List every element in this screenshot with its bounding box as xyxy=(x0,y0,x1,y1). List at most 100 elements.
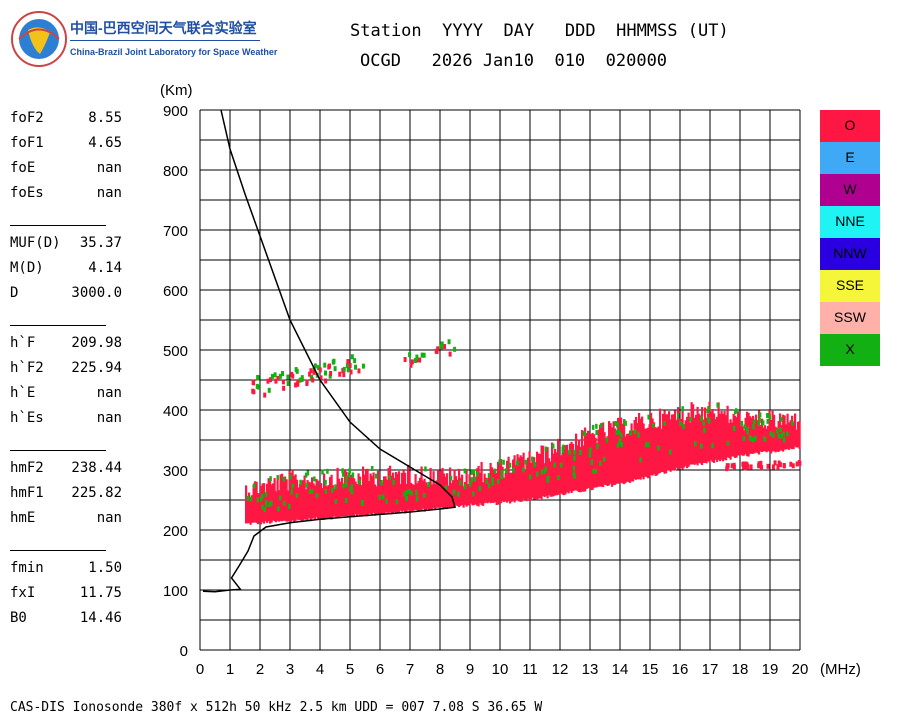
x-echo-point xyxy=(341,471,345,477)
param-value: 4.65 xyxy=(88,135,122,151)
x-echo-point xyxy=(468,481,472,487)
o-trace-column xyxy=(459,477,462,506)
x-echo-point xyxy=(310,374,314,380)
x-echo-point xyxy=(261,504,264,510)
x-echo-point xyxy=(375,473,378,479)
x-echo-point xyxy=(734,408,738,414)
o-trace-column xyxy=(669,419,672,472)
o-trace-column xyxy=(342,486,345,517)
x-echo-point xyxy=(780,433,783,439)
x-echo-point xyxy=(615,429,619,435)
o-trace-column xyxy=(569,443,572,492)
o-trace-column xyxy=(500,459,503,504)
x-echo-point xyxy=(776,428,779,434)
param-value: 11.75 xyxy=(79,585,122,601)
o-trace-column xyxy=(683,424,686,468)
x-echo-point xyxy=(255,383,259,389)
x-echo-point xyxy=(287,503,291,509)
o-trace-column xyxy=(597,429,600,487)
x-echo-point xyxy=(706,408,709,414)
x-echo-point xyxy=(702,421,706,427)
o-echo-point xyxy=(282,385,286,391)
o-trace-column xyxy=(434,483,437,510)
x-echo-point xyxy=(522,467,525,473)
instrument-footer: CAS-DIS Ionosonde 380f x 512h 50 kHz 2.5… xyxy=(10,700,543,715)
o-trace-column xyxy=(276,479,279,521)
o-trace-column xyxy=(651,418,654,476)
o-trace-column xyxy=(297,487,300,521)
x-echo-point xyxy=(278,495,282,501)
o-trace-column xyxy=(708,401,711,463)
x-echo-point xyxy=(553,462,557,468)
o-trace-column xyxy=(498,466,501,502)
o-trace-column xyxy=(794,413,797,447)
x-echo-point xyxy=(651,423,655,429)
o-trace-column xyxy=(795,429,798,448)
o-trace-column xyxy=(495,472,498,506)
x-echo-point xyxy=(512,467,515,473)
o-trace-column xyxy=(617,417,620,484)
o-trace-column xyxy=(443,473,446,509)
o-trace-column xyxy=(396,473,399,513)
o-trace-column xyxy=(609,423,612,484)
x-echo-point xyxy=(358,479,361,485)
param-value: 209.98 xyxy=(71,335,122,351)
param-value: nan xyxy=(96,185,122,201)
x-echo-point xyxy=(378,494,381,500)
x-echo-point xyxy=(595,430,598,436)
o-trace-column xyxy=(351,473,354,517)
o-trace-column xyxy=(699,415,702,464)
param-name: foEs xyxy=(10,185,44,201)
x-echo-point xyxy=(342,366,346,372)
x-echo-point xyxy=(427,481,430,487)
param-name: fmin xyxy=(10,560,44,576)
x-echo-point xyxy=(743,424,747,430)
o-trace-column xyxy=(533,457,536,500)
x-echo-point xyxy=(408,352,412,358)
x-echo-point xyxy=(786,431,789,437)
x-echo-point xyxy=(769,431,773,437)
param-name: fxI xyxy=(10,585,36,601)
param-name: h`F2 xyxy=(10,360,44,376)
o-trace-column xyxy=(531,461,534,498)
o-trace-column xyxy=(356,484,359,516)
o-trace-column xyxy=(621,423,624,484)
x-echo-point xyxy=(308,488,312,494)
x-echo-point xyxy=(315,493,319,499)
legend-item-sse: SSE xyxy=(820,270,880,302)
x-echo-point xyxy=(726,440,730,446)
o-trace-column xyxy=(776,427,779,452)
o-echo-point xyxy=(311,377,315,383)
x-echo-point xyxy=(473,476,477,482)
x-echo-point xyxy=(732,425,736,431)
o-trace-column xyxy=(579,446,582,493)
x-echo-point xyxy=(703,427,706,433)
o-trace-column xyxy=(740,425,743,455)
x-echo-point xyxy=(528,474,532,480)
x-tick-label: 5 xyxy=(346,661,354,678)
o-trace-column xyxy=(305,489,308,520)
x-echo-point xyxy=(328,373,332,379)
x-echo-point xyxy=(777,433,781,439)
x-echo-point xyxy=(618,440,621,446)
o-echo-point xyxy=(349,369,353,375)
x-echo-point xyxy=(757,421,761,427)
param-value: nan xyxy=(96,385,122,401)
o-trace-column xyxy=(584,427,587,492)
o-trace-column xyxy=(303,475,306,520)
o-echo-point xyxy=(795,461,799,467)
o-trace-column xyxy=(630,423,633,482)
o-echo-point xyxy=(758,463,762,469)
o-trace-column xyxy=(627,433,630,482)
x-echo-point xyxy=(276,475,279,481)
o-trace-column xyxy=(512,459,515,501)
o-trace-column xyxy=(564,445,567,495)
o-echo-point xyxy=(766,463,770,469)
x-echo-point xyxy=(282,476,286,482)
o-trace-column xyxy=(290,472,293,522)
o-trace-column xyxy=(527,457,530,499)
y-tick-label: 700 xyxy=(163,223,188,240)
o-trace-column xyxy=(366,468,369,517)
x-echo-point xyxy=(740,420,744,426)
x-echo-point xyxy=(478,486,482,492)
